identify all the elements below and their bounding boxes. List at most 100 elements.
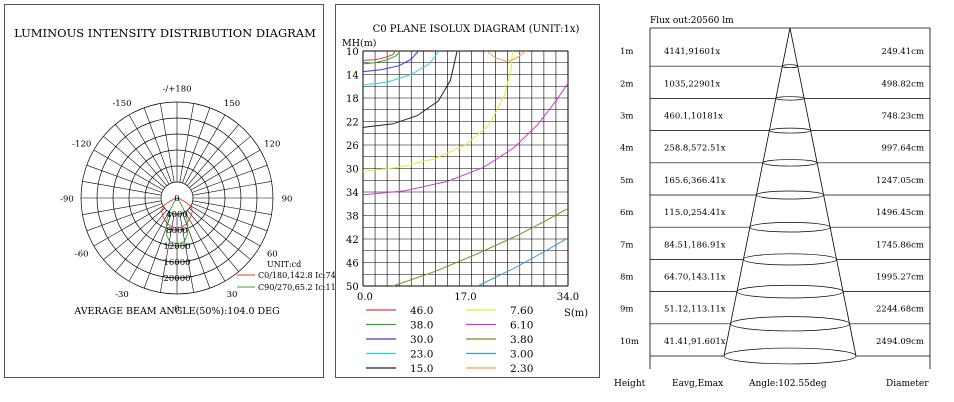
polar-angle-label: 30 [227,290,238,300]
row-illuminance: 1035,22901x [664,79,720,89]
isolux-y-tick: 46 [346,259,359,270]
isolux-legend-label: 30.0 [410,334,433,346]
row-diameter: 1247.05cm [876,176,924,186]
legend-label-c90: C90/270,65.2 Ic:11334 [258,283,351,292]
isolux-contour-line [362,83,569,196]
isolux-contour-line [362,50,419,73]
polar-radial-label: 12000 [163,242,190,252]
isolux-legend-label: 7.60 [510,305,533,317]
polar-center-label: 0 [174,194,179,204]
row-illuminance: 51.12,113.11x [664,305,726,315]
polar-angle-label: -150 [112,99,131,109]
polar-panel: LUMINOUS INTENSITY DISTRIBUTION DIAGRAM … [4,4,351,378]
polar-radial-label: 20000 [163,274,190,284]
row-illuminance: 165.6,366.41x [664,176,726,186]
isolux-y-tick: 22 [346,118,359,129]
row-height: 6m [620,208,633,218]
isolux-legend-label: 46.0 [410,305,433,317]
isolux-y-tick: 18 [346,94,359,105]
row-diameter: 1745.86cm [876,240,924,250]
polar-radial-label: 8000 [166,226,188,236]
flux-out: Flux out:20560 lm [650,16,734,26]
polar-radial-label: 4000 [166,210,188,220]
isolux-x-tick: 0.0 [357,292,373,303]
polar-spoke [189,136,251,188]
polar-title: LUMINOUS INTENSITY DISTRIBUTION DIAGRAM [14,26,316,40]
row-diameter: 498.82cm [881,79,924,89]
polar-spoke [160,103,175,183]
row-illuminance: 84.51,186.91x [664,240,726,250]
polar-spoke [115,124,167,186]
polar-spoke [86,203,163,232]
polar-spoke [128,114,170,185]
row-diameter: 1995.27cm [876,273,924,283]
polar-spoke [86,164,163,193]
cone-ellipse [749,222,831,233]
legend-label-c0: C0/180,142.8 Ic:7439 [258,271,346,280]
polar-spoke [191,164,268,193]
header-angle: Angle:102.55deg [748,379,827,389]
isolux-legend-label: 3.80 [510,334,533,346]
polar-spoke [192,200,272,215]
row-height: 8m [620,273,633,283]
row-diameter: 2494.09cm [876,337,924,347]
polar-spoke [103,208,165,260]
polar-spoke [143,212,172,289]
polar-spoke [82,200,162,215]
polar-spoke [184,114,226,185]
polar-angle-label: -30 [115,290,129,300]
header-diameter: Diameter [886,379,929,389]
isolux-x-tick: 17.0 [454,292,476,303]
cone-ellipse [743,253,837,266]
isolux-y-tick: 30 [346,165,359,176]
row-illuminance: 115.0,254.41x [664,208,726,218]
polar-angle-label: -60 [75,250,89,260]
isolux-title: C0 PLANE ISOLUX DIAGRAM (UNIT:1x) [373,24,580,35]
isolux-y-tick: 26 [346,141,359,152]
isolux-contour-line [486,50,527,63]
beam-table-panel: Flux out:20560 lm 1m 4141,91601x 249.41cm 2… [606,4,948,394]
header-eavg-emax: Eavg,Emax [672,379,723,389]
polar-spoke [191,203,268,232]
cone-ellipse [756,190,824,200]
row-height: 10m [620,337,639,347]
polar-spoke [93,149,164,191]
row-diameter: 748.23cm [881,112,924,122]
row-illuminance: 258.8,572.51x [664,144,726,154]
y-axis-label: MH(m) [342,38,376,49]
polar-spoke [143,107,172,184]
isolux-y-tick: 14 [346,71,359,82]
row-height: 4m [620,144,633,154]
polar-spoke [82,181,162,196]
cone-ellipse [762,159,818,167]
beam-table: Flux out:20560 lm 1m 4141,91601x 249.41cm 2… [614,16,931,389]
isolux-chart: C0 PLANE ISOLUX DIAGRAM (UNIT:1x) MH(m) … [342,24,588,375]
polar-chart: LUMINOUS INTENSITY DISTRIBUTION DIAGRAM … [14,26,351,317]
row-illuminance: 4141,91601x [664,47,720,57]
isolux-x-tick: 34.0 [557,292,579,303]
cone-ellipse [736,284,844,299]
polar-spoke [184,211,226,282]
polar-angle-label: 0 [174,305,179,315]
polar-spoke [103,136,165,188]
isolux-contour-line [362,50,440,86]
row-height: 5m [620,176,633,186]
isolux-contour-line [362,50,397,61]
polar-radial-label: 16000 [163,258,190,268]
isolux-legend-label: 2.30 [510,363,533,375]
polar-angle-label: 150 [224,99,240,109]
cone-edge-right [789,27,857,357]
isolux-y-tick: 50 [346,282,359,293]
polar-angle-label: 60 [267,250,278,260]
row-diameter: 997.64cm [881,144,924,154]
polar-spoke [93,205,164,247]
polar-spoke [189,208,251,260]
polar-angle-label: -120 [72,140,91,150]
cone-ellipse [775,96,805,101]
cone-ellipse [730,316,850,332]
x-axis-label: S(m) [564,308,588,319]
cone-ellipse [723,347,857,365]
cone-ellipse [769,127,811,134]
beam-angle-footer: AVERAGE BEAM ANGLE(50%):104.0 DEG [73,306,279,317]
isolux-legend-label: 3.00 [510,349,533,361]
